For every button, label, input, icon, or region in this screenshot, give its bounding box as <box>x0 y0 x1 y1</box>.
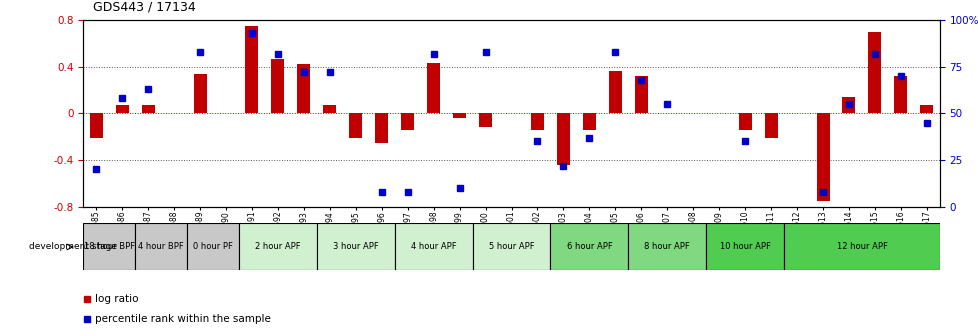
Text: 18 hour BPF: 18 hour BPF <box>83 243 135 251</box>
Bar <box>628 223 705 270</box>
Bar <box>919 105 932 114</box>
Bar <box>194 74 206 114</box>
Text: 5 hour APF: 5 hour APF <box>488 243 534 251</box>
Text: GDS443 / 17134: GDS443 / 17134 <box>93 0 196 13</box>
Bar <box>608 72 621 114</box>
Bar <box>142 105 155 114</box>
Bar <box>135 223 187 270</box>
Bar <box>530 114 544 130</box>
Bar <box>816 114 828 201</box>
Bar <box>317 223 394 270</box>
Bar <box>634 76 647 114</box>
Bar <box>764 114 777 138</box>
Text: 6 hour APF: 6 hour APF <box>566 243 611 251</box>
Text: development stage: development stage <box>29 243 117 251</box>
Text: 0 hour PF: 0 hour PF <box>193 243 233 251</box>
Text: log ratio: log ratio <box>95 294 138 304</box>
Bar <box>426 63 440 114</box>
Bar <box>239 223 317 270</box>
Bar <box>472 223 550 270</box>
Bar <box>556 114 569 165</box>
Bar <box>245 26 258 114</box>
Bar <box>90 114 103 138</box>
Bar <box>705 223 783 270</box>
Bar <box>349 114 362 138</box>
Text: 10 hour APF: 10 hour APF <box>719 243 770 251</box>
Bar <box>550 223 628 270</box>
Text: 4 hour BPF: 4 hour BPF <box>138 243 184 251</box>
Bar <box>478 114 492 127</box>
Text: percentile rank within the sample: percentile rank within the sample <box>95 314 271 325</box>
Text: 2 hour APF: 2 hour APF <box>255 243 300 251</box>
Bar <box>453 114 466 118</box>
Bar <box>187 223 239 270</box>
Bar <box>375 114 388 142</box>
Bar <box>115 105 128 114</box>
Bar <box>842 97 855 114</box>
Bar <box>401 114 414 130</box>
Bar <box>894 76 907 114</box>
Bar <box>738 114 751 130</box>
Text: 8 hour APF: 8 hour APF <box>644 243 689 251</box>
Text: 4 hour APF: 4 hour APF <box>411 243 456 251</box>
Bar <box>783 223 939 270</box>
Bar <box>394 223 472 270</box>
Bar <box>271 58 284 114</box>
Bar <box>582 114 596 130</box>
Text: 12 hour APF: 12 hour APF <box>835 243 886 251</box>
Text: 3 hour APF: 3 hour APF <box>333 243 378 251</box>
Bar <box>867 32 880 114</box>
Bar <box>297 65 310 114</box>
Bar <box>323 105 336 114</box>
Bar <box>83 223 135 270</box>
